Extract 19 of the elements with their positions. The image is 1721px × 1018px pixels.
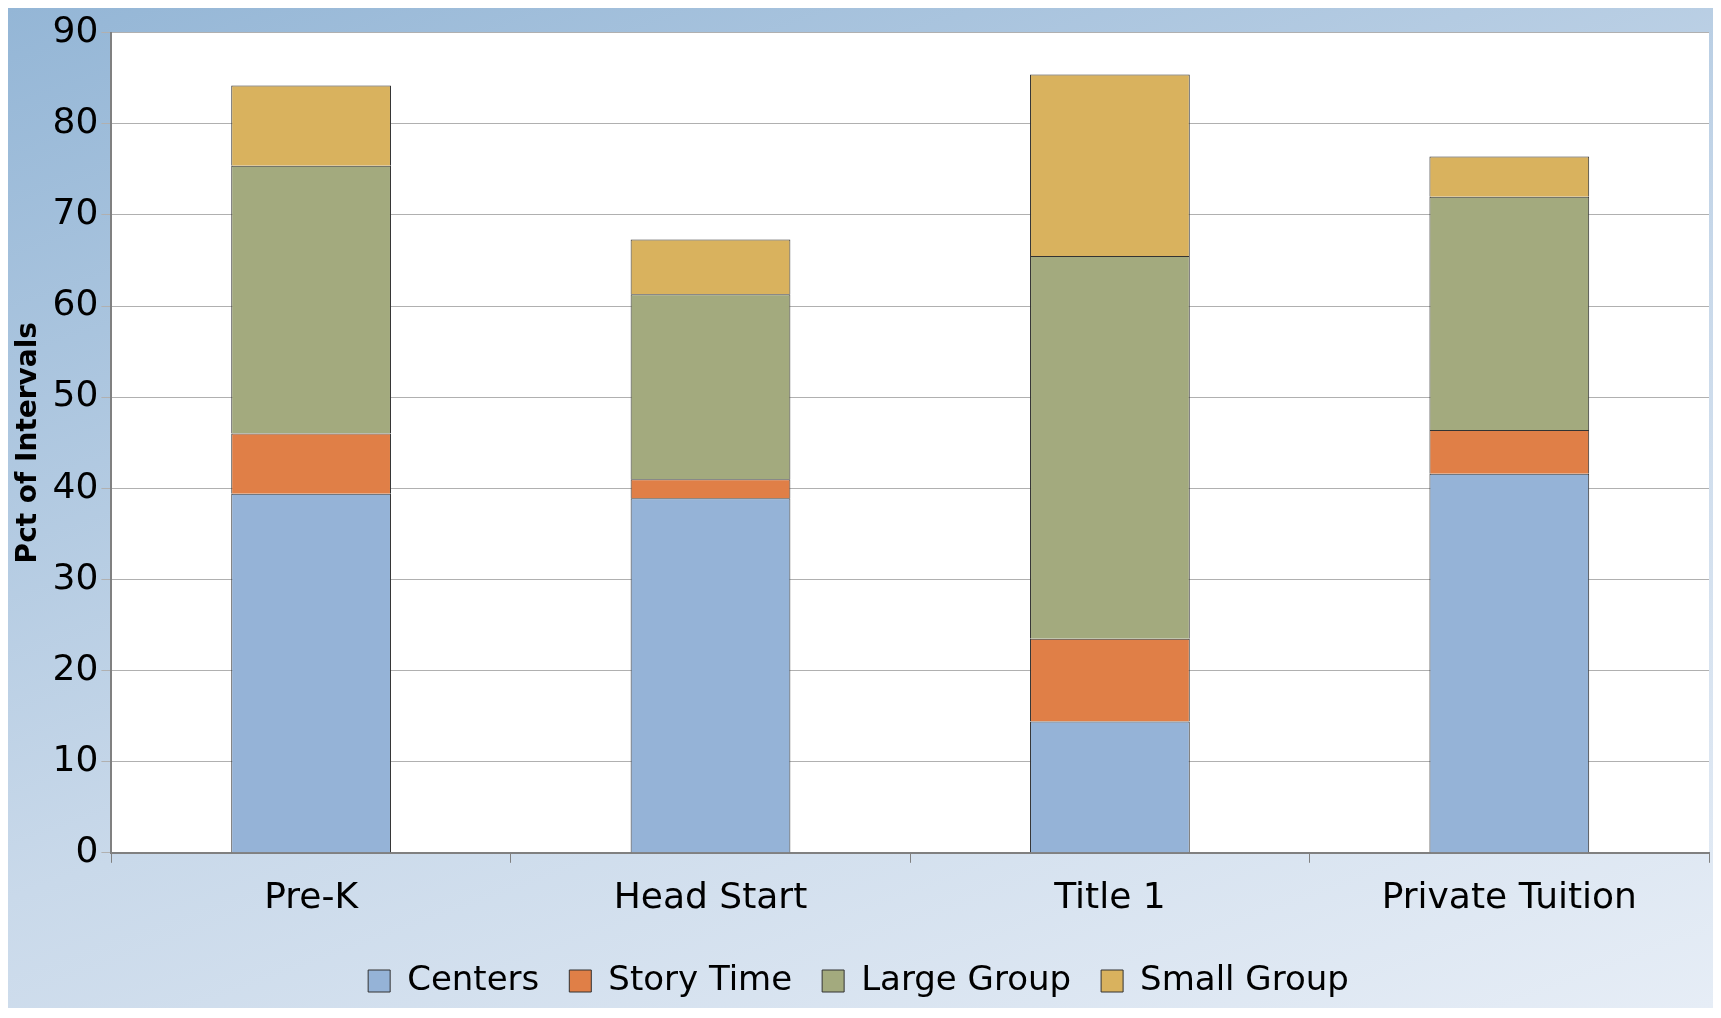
x-tick-label: Head Start — [613, 874, 808, 916]
legend-label: Story Time — [608, 957, 793, 998]
y-tick-label: 60 — [52, 282, 99, 324]
y-tick-label: 0 — [75, 829, 99, 871]
legend-label: Large Group — [861, 957, 1072, 998]
y-tick-label: 90 — [52, 8, 99, 50]
legend-label: Centers — [407, 957, 540, 998]
y-tick-label: 20 — [52, 646, 99, 688]
x-tick-label: Private Tuition — [1381, 874, 1637, 916]
y-tick-label: 50 — [52, 373, 99, 415]
y-axis-title: Pct of Intervals — [10, 322, 44, 564]
y-tick-label: 10 — [52, 738, 99, 780]
y-tick-label: 30 — [52, 555, 99, 597]
legend-label: Small Group — [1140, 957, 1349, 998]
y-tick-label: 40 — [52, 464, 99, 506]
y-tick-label: 70 — [52, 191, 99, 233]
y-tick-label: 80 — [52, 100, 99, 142]
x-tick-label: Title 1 — [1053, 874, 1166, 916]
x-tick-label: Pre-K — [264, 874, 360, 916]
